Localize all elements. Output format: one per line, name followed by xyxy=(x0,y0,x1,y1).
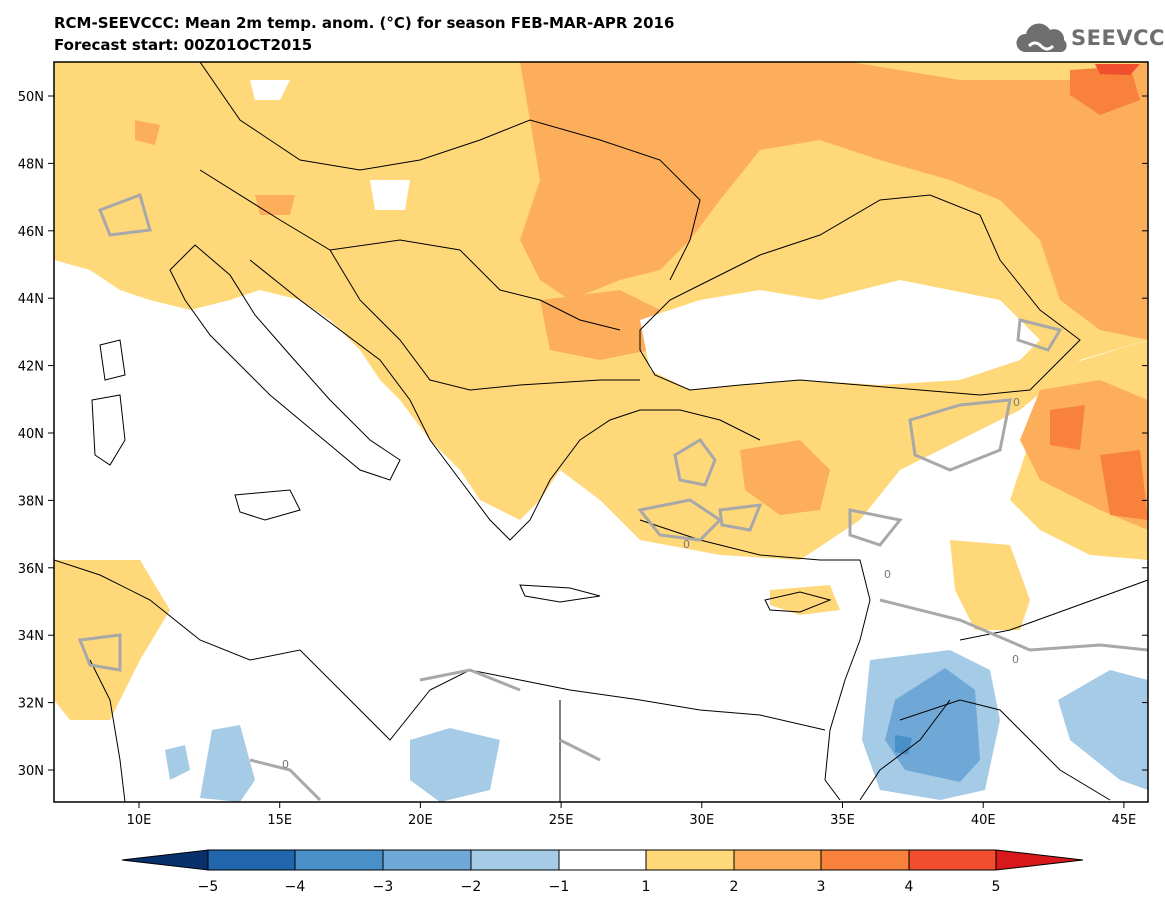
anomaly-band-minus3-minus4 xyxy=(895,735,912,755)
anomaly-band-3-4 xyxy=(1070,66,1140,115)
contour-label: 0 xyxy=(884,568,891,581)
lon-label: 45E xyxy=(1112,813,1137,828)
contour-label: 0 xyxy=(683,538,690,551)
border xyxy=(199,169,621,331)
colorbar-legend: −5 −4 −3 −2 −1 1 2 3 4 5 xyxy=(121,849,1084,895)
black-sea-coast xyxy=(639,194,1081,396)
north-africa-coast xyxy=(54,559,826,741)
colorbar-swatch xyxy=(294,849,384,871)
anomaly-band-minus1-minus2 xyxy=(410,728,500,802)
lon-label: 20E xyxy=(408,813,433,828)
contour-label: 0 xyxy=(1012,653,1019,666)
colorbar-tick-label: −2 xyxy=(461,879,482,895)
crete-coast xyxy=(519,584,601,603)
italy-coast xyxy=(169,244,401,481)
colorbar-tick-label: −3 xyxy=(373,879,394,895)
anomaly-band-3-4 xyxy=(1050,405,1085,450)
corsica-coast xyxy=(99,339,126,381)
lon-label: 15E xyxy=(267,813,292,828)
lat-label: 32N xyxy=(18,697,44,712)
sicily-coast xyxy=(234,489,301,521)
anomaly-band-minus1-minus2 xyxy=(200,725,255,802)
lon-label: 40E xyxy=(971,813,996,828)
colorbar-tick-label: 2 xyxy=(730,879,739,895)
lon-label: 35E xyxy=(830,813,855,828)
lat-label: 30N xyxy=(18,764,44,779)
colorbar-tick-label: 1 xyxy=(642,879,651,895)
map-frame xyxy=(53,61,1149,803)
lat-label: 38N xyxy=(18,494,44,509)
colorbar-swatch xyxy=(207,849,296,871)
colorbar-tick-label: 5 xyxy=(992,879,1001,895)
colorbar-swatch xyxy=(645,849,735,871)
colorbar-swatch xyxy=(733,849,822,871)
colorbar-tick-label: −4 xyxy=(285,879,306,895)
cloud-icon xyxy=(1016,23,1067,52)
colorbar-swatch xyxy=(820,849,910,871)
anomaly-hole xyxy=(250,80,290,100)
anomaly-band-2-3 xyxy=(520,62,1148,340)
colorbar-tick-label: −5 xyxy=(198,879,219,895)
forecast-start-label: Forecast start: 00Z01OCT2015 xyxy=(54,36,313,54)
lat-label: 44N xyxy=(18,292,44,307)
anomaly-band-1-2 xyxy=(770,585,840,615)
lon-label: 25E xyxy=(549,813,574,828)
contour-label: 0 xyxy=(1013,396,1020,409)
contour-label: 0 xyxy=(282,758,289,771)
turkey-south-coast xyxy=(639,519,871,601)
sardinia-coast xyxy=(91,394,126,466)
anomaly-hole xyxy=(640,280,1040,390)
anomaly-band-3-4 xyxy=(1100,450,1148,520)
anomaly-band-2-3 xyxy=(740,440,830,515)
lat-label: 48N xyxy=(18,157,44,172)
lat-label: 36N xyxy=(18,562,44,577)
anomaly-band-1-2 xyxy=(54,560,170,720)
anomaly-hole xyxy=(370,180,410,210)
anomaly-band-4-5 xyxy=(1095,64,1140,75)
lon-label: 30E xyxy=(689,813,714,828)
longitude-axis: 10E 15E 20E 25E 30E 35E 40E 45E xyxy=(127,802,1137,828)
anomaly-band-minus2-minus3 xyxy=(885,668,980,782)
lat-label: 34N xyxy=(18,629,44,644)
anomaly-band-2-3 xyxy=(135,120,160,145)
colorbar-swatch xyxy=(558,849,647,871)
anomaly-band-minus1-minus2 xyxy=(165,745,190,780)
colorbar-tick-label: 3 xyxy=(817,879,826,895)
map-title: RCM-SEEVCCC: Mean 2m temp. anom. (°C) fo… xyxy=(54,14,675,32)
border xyxy=(859,699,951,801)
lon-label: 10E xyxy=(127,813,152,828)
colorbar-left-arrow xyxy=(121,849,209,871)
colorbar-tick-label: 4 xyxy=(905,879,914,895)
lat-label: 42N xyxy=(18,360,44,375)
zero-contours xyxy=(77,193,1148,802)
colorbar-swatch xyxy=(908,849,997,871)
latitude-axis: 50N 48N 46N 44N 42N 40N 38N 36N 34N 32N 30N xyxy=(18,90,1148,779)
colorbar-tick-label: −1 xyxy=(549,879,570,895)
balkan-coast xyxy=(249,259,761,541)
levant-coast xyxy=(824,599,871,781)
coastlines xyxy=(54,62,1148,802)
cyprus-coast xyxy=(764,591,832,613)
lat-label: 50N xyxy=(18,90,44,105)
colorbar-right-arrow xyxy=(995,849,1084,871)
logo-text: SEEVCCC xyxy=(1071,26,1165,50)
border xyxy=(199,62,701,281)
red-sea-coast xyxy=(824,779,841,801)
anomaly-band-minus1-minus2 xyxy=(1058,670,1148,790)
anomaly-band-2-3 xyxy=(255,195,295,215)
border xyxy=(959,579,1148,641)
lat-label: 40N xyxy=(18,427,44,442)
anomaly-field xyxy=(54,62,1148,802)
border xyxy=(899,699,1111,801)
lat-label: 46N xyxy=(18,225,44,240)
border xyxy=(329,249,640,391)
anomaly-band-1-2 xyxy=(950,540,1030,630)
border xyxy=(89,659,126,802)
colorbar-swatch xyxy=(382,849,472,871)
seevccc-logo: SEEVCCC xyxy=(1015,22,1165,56)
colorbar-swatch xyxy=(470,849,560,871)
